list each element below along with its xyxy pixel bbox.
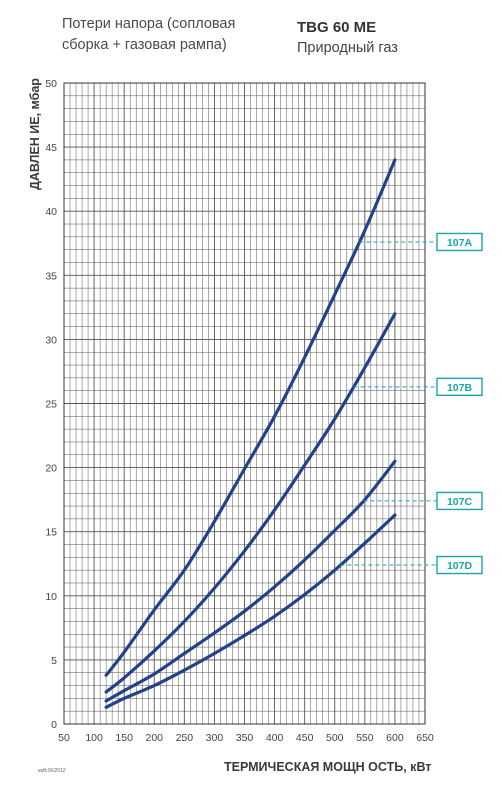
series-line-107A <box>104 158 397 677</box>
x-tick-label: 450 <box>296 732 314 744</box>
y-tick-label: 30 <box>45 334 57 346</box>
y-tick-label: 0 <box>51 719 57 731</box>
x-tick-label: 250 <box>176 732 194 744</box>
tag-box <box>436 491 483 511</box>
series-line-107B <box>104 312 397 694</box>
tag-label: 107A <box>447 237 473 249</box>
x-tick-label: 200 <box>145 732 163 744</box>
x-tick-label: 50 <box>58 732 70 744</box>
tag-box <box>436 555 483 575</box>
grid <box>63 82 426 725</box>
tag-label: 107D <box>447 560 473 572</box>
y-tick-label: 25 <box>45 399 57 411</box>
burner-model: TBG 60 ME <box>297 19 377 36</box>
x-tick-label: 600 <box>386 732 404 744</box>
x-tick-label: 150 <box>115 732 133 744</box>
y-tick-label: 40 <box>45 206 57 218</box>
gas-type: Природный газ <box>297 40 398 56</box>
x-tick-label: 650 <box>416 732 434 744</box>
y-tick-label: 20 <box>45 463 57 475</box>
chart-subtitle: Потери напора (сопловая сборка + газовая… <box>62 16 236 53</box>
y-tick-label: 35 <box>45 270 57 282</box>
x-tick-label: 300 <box>206 732 224 744</box>
y-tick-label: 5 <box>51 655 57 667</box>
y-tick-label: 45 <box>45 142 57 154</box>
edition-note: edit.06/2012 <box>38 768 66 774</box>
x-tick-label: 500 <box>326 732 344 744</box>
plot-frame <box>63 82 426 725</box>
y-tick-label: 50 <box>45 78 57 90</box>
tag-box <box>436 232 483 252</box>
x-tick-label: 400 <box>266 732 284 744</box>
series-line-107D <box>104 513 397 709</box>
x-tick-label: 350 <box>236 732 254 744</box>
tag-label: 107C <box>447 496 473 508</box>
tag-label: 107B <box>447 382 473 394</box>
x-tick-label: 550 <box>356 732 374 744</box>
x-axis-label: ТЕРМИЧЕСКАЯ МОЩН ОСТЬ, кВт <box>224 760 432 774</box>
y-axis-label: ДАВЛЕН ИЕ, мбар <box>28 78 42 190</box>
tag-box <box>436 377 483 397</box>
series-line-107C <box>104 459 397 703</box>
x-tick-label: 100 <box>85 732 103 744</box>
y-tick-label: 10 <box>45 591 57 603</box>
y-tick-label: 15 <box>45 527 57 539</box>
